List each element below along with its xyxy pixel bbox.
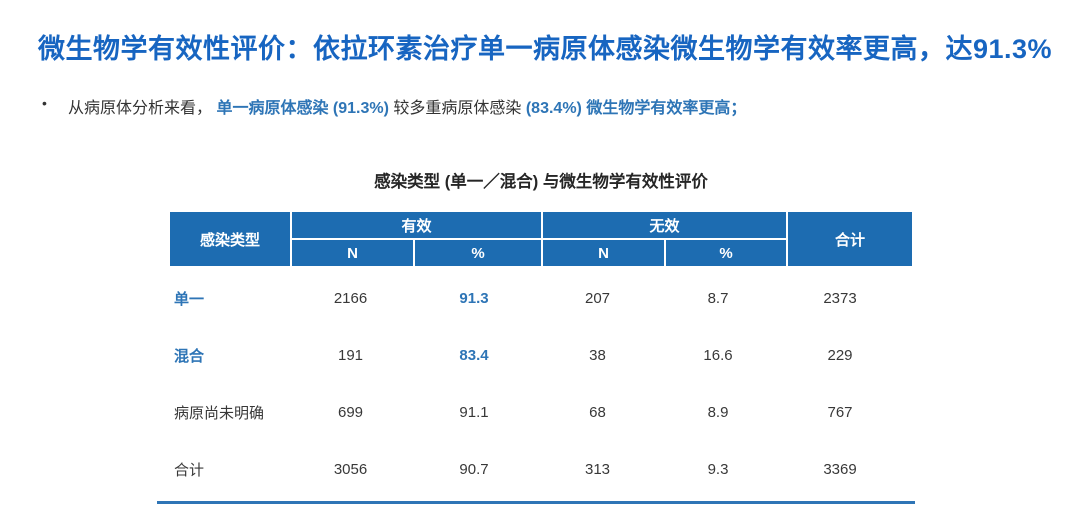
table-title: 感染类型 (单一／混合) 与微生物学有效性评价 [374, 173, 708, 191]
table-row: 病原尚未明确 699 91.1 68 8.9 767 [170, 384, 912, 441]
cell-ineffective-pct: 8.7 [707, 290, 729, 307]
cell-total: 2373 [823, 290, 857, 307]
header-ineffective-n: N [543, 240, 664, 266]
header-effective-group: 有效 [292, 212, 541, 238]
bullet-point: • 从病原体分析来看， 单一病原体感染 (91.3%) 较多重病原体感染 (83… [42, 94, 1042, 118]
efficacy-table: 感染类型 有效 无效 合计 N % N % 单一 2166 91.3 207 8… [170, 212, 912, 498]
cell-effective-pct: 90.7 [459, 461, 489, 478]
bullet-text: 从病原体分析来看， 单一病原体感染 (91.3%) 较多重病原体感染 (83.4… [68, 94, 746, 118]
row-label: 病原尚未明确 [174, 405, 265, 422]
cell-effective-pct: 83.4 [459, 347, 489, 364]
cell-ineffective-n: 38 [589, 347, 606, 364]
bullet-segment-highlight: 单一病原体感染 (91.3%) [216, 100, 394, 117]
header-effective-pct: % [415, 240, 541, 266]
cell-ineffective-pct: 16.6 [703, 347, 733, 364]
cell-total: 3369 [823, 461, 857, 478]
cell-ineffective-n: 68 [589, 404, 606, 421]
table-row: 合计 3056 90.7 313 9.3 3369 [170, 441, 912, 498]
table-row: 单一 2166 91.3 207 8.7 2373 [170, 270, 912, 327]
row-label: 单一 [174, 291, 205, 308]
page-title: 微生物学有效性评价：依拉环素治疗单一病原体感染微生物学有效率更高，达91.3% [38, 34, 1053, 64]
cell-total: 229 [827, 347, 853, 364]
cell-ineffective-pct: 9.3 [707, 461, 729, 478]
row-label: 混合 [174, 348, 205, 365]
table-header: 感染类型 有效 无效 合计 N % N % [170, 212, 912, 266]
header-ineffective-pct: % [666, 240, 786, 266]
bullet-segment-highlight: (83.4%) [525, 100, 587, 117]
cell-effective-n: 2166 [333, 290, 368, 307]
table-row: 混合 191 83.4 38 16.6 229 [170, 327, 912, 384]
table-body: 单一 2166 91.3 207 8.7 2373 混合 191 83.4 38… [170, 270, 912, 498]
cell-ineffective-pct: 8.9 [707, 404, 729, 421]
bullet-segment-highlight: 微生物学有效率更高； [586, 100, 747, 117]
cell-effective-n: 3056 [333, 461, 368, 478]
cell-effective-pct: 91.3 [459, 290, 489, 307]
cell-effective-n: 191 [337, 347, 364, 364]
cell-total: 767 [827, 404, 853, 421]
cell-effective-n: 699 [337, 404, 364, 421]
header-total: 合计 [788, 212, 912, 266]
bullet-segment: 从病原体分析来看， [68, 100, 213, 117]
cell-ineffective-n: 207 [584, 290, 611, 307]
row-label: 合计 [174, 462, 205, 479]
header-infection-type: 感染类型 [170, 212, 290, 266]
header-effective-n: N [292, 240, 413, 266]
cell-effective-pct: 91.1 [459, 404, 489, 421]
bullet-marker: • [42, 95, 47, 111]
cell-ineffective-n: 313 [584, 461, 611, 478]
bullet-segment: 较多重病原体感染 [393, 100, 526, 117]
header-ineffective-group: 无效 [543, 212, 786, 238]
bottom-divider [157, 501, 915, 504]
